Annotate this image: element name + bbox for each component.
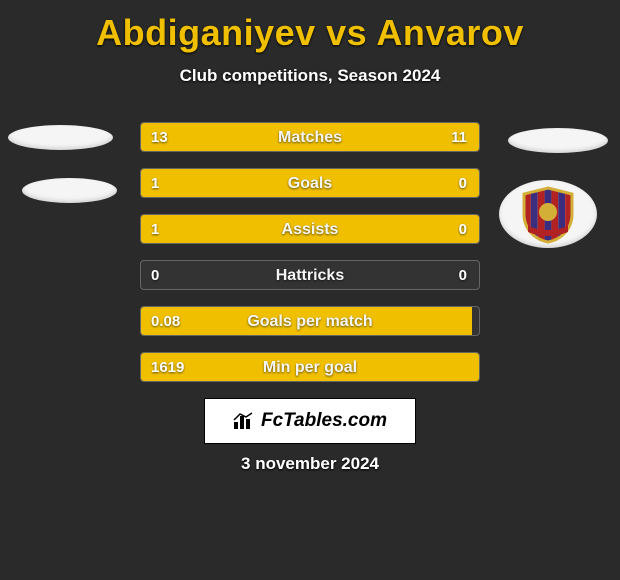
- stat-row: 0.08Goals per match: [140, 306, 480, 336]
- source-banner[interactable]: FcTables.com: [204, 398, 416, 444]
- stat-label: Goals: [141, 169, 479, 198]
- stat-label: Matches: [141, 123, 479, 152]
- page-subtitle: Club competitions, Season 2024: [0, 66, 620, 86]
- comparison-card: Abdiganiyev vs Anvarov Club competitions…: [0, 0, 620, 580]
- player1-club-placeholder: [22, 178, 117, 203]
- stats-table: 13Matches111Goals01Assists00Hattricks00.…: [140, 122, 480, 398]
- stat-row: 13Matches11: [140, 122, 480, 152]
- stat-label: Hattricks: [141, 261, 479, 290]
- stat-value-right: 0: [459, 261, 467, 290]
- stat-row: 0Hattricks0: [140, 260, 480, 290]
- stat-value-right: 0: [459, 215, 467, 244]
- page-title: Abdiganiyev vs Anvarov: [0, 12, 620, 54]
- stat-row: 1Goals0: [140, 168, 480, 198]
- player2-club-badge: [499, 180, 597, 248]
- stat-label: Goals per match: [141, 307, 479, 336]
- player2-photo-placeholder: [508, 128, 608, 153]
- stat-row: 1Assists0: [140, 214, 480, 244]
- club-crest-icon: [518, 184, 578, 244]
- player1-photo-placeholder: [8, 125, 113, 150]
- stat-row: 1619Min per goal: [140, 352, 480, 382]
- stat-value-right: 0: [459, 169, 467, 198]
- stat-label: Min per goal: [141, 353, 479, 382]
- chart-bars-icon: [233, 412, 255, 430]
- stat-value-right: 11: [451, 123, 467, 152]
- stat-label: Assists: [141, 215, 479, 244]
- banner-text: FcTables.com: [261, 410, 387, 432]
- date-label: 3 november 2024: [0, 454, 620, 474]
